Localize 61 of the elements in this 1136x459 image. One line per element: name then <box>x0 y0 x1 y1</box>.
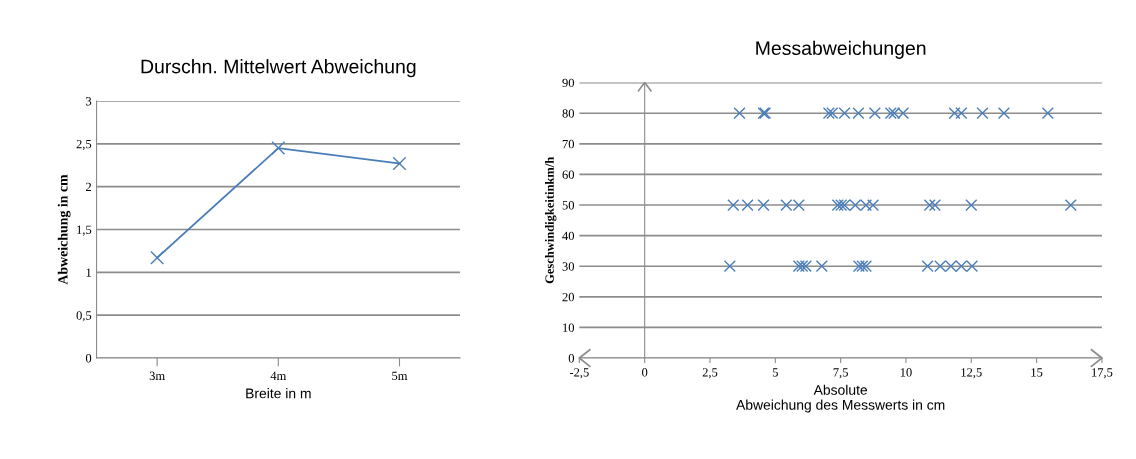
point <box>852 260 866 273</box>
x-tick-label: 10 <box>900 368 912 377</box>
y-tick-label: 0,5 <box>76 311 92 322</box>
x-tick-label: -2,5 <box>569 368 589 379</box>
y-axis-title: Geschwindigkeitinkm/h <box>545 156 557 284</box>
point <box>868 107 881 120</box>
point <box>727 198 740 212</box>
point <box>271 141 286 156</box>
x-tick-label: 12,5 <box>961 368 982 379</box>
x-tick-label: 17,5 <box>1092 368 1113 379</box>
point <box>831 198 844 212</box>
x-tick-label: 7,5 <box>833 368 848 379</box>
point <box>822 107 835 120</box>
point <box>923 198 936 212</box>
x-tick-label: 0 <box>642 368 648 377</box>
y-tick-label: 40 <box>562 231 575 241</box>
point <box>976 107 989 120</box>
y-tick-label: 1,5 <box>77 225 92 236</box>
x-tick-label: 3m <box>149 371 165 381</box>
chart-title: Messabweichungen <box>756 40 926 59</box>
point <box>1041 107 1054 120</box>
x-axis-title: Breite in m <box>246 388 311 399</box>
point <box>150 250 165 265</box>
y-tick-label: 0 <box>85 354 92 363</box>
point <box>757 198 770 212</box>
point <box>815 260 828 273</box>
point <box>928 198 942 212</box>
y-axis-title: Abweichung in cm <box>57 174 71 285</box>
y-tick-label: 0 <box>568 354 575 363</box>
point <box>392 156 407 171</box>
y-tick-label: 1 <box>86 268 91 277</box>
point <box>856 260 869 273</box>
y-tick-label: 10 <box>563 323 575 332</box>
point <box>723 260 736 273</box>
point <box>948 107 961 120</box>
point <box>997 107 1011 120</box>
y-tick-label: 2,5 <box>76 139 92 151</box>
point <box>1064 198 1077 212</box>
x-tick-label: 5 <box>772 368 778 377</box>
point <box>859 260 873 273</box>
point <box>955 107 968 120</box>
point <box>741 198 754 212</box>
x-tick-label: 2,5 <box>702 368 718 379</box>
x-tick-label: 5m <box>392 371 408 381</box>
y-tick-label: 80 <box>562 109 575 118</box>
y-tick-label: 50 <box>562 201 575 210</box>
x-tick-label: 15 <box>1031 368 1043 377</box>
point <box>866 198 880 212</box>
point <box>733 107 746 120</box>
point <box>792 260 805 273</box>
x-axis-title: Absolute Abweichung des Messwerts in cm <box>736 384 945 413</box>
point <box>965 198 978 212</box>
y-tick-label: 60 <box>562 170 575 179</box>
y-tick-label: 90 <box>562 78 575 88</box>
y-tick-label: 30 <box>562 262 575 271</box>
y-tick-label: 70 <box>562 139 575 149</box>
x-tick-label: 4m <box>270 371 287 380</box>
y-tick-label: 2 <box>86 182 92 191</box>
y-tick-label: 20 <box>562 292 575 302</box>
y-tick-label: 3 <box>86 97 92 106</box>
chart-title: Durschn. Mittelwert Abweichung <box>141 59 416 78</box>
